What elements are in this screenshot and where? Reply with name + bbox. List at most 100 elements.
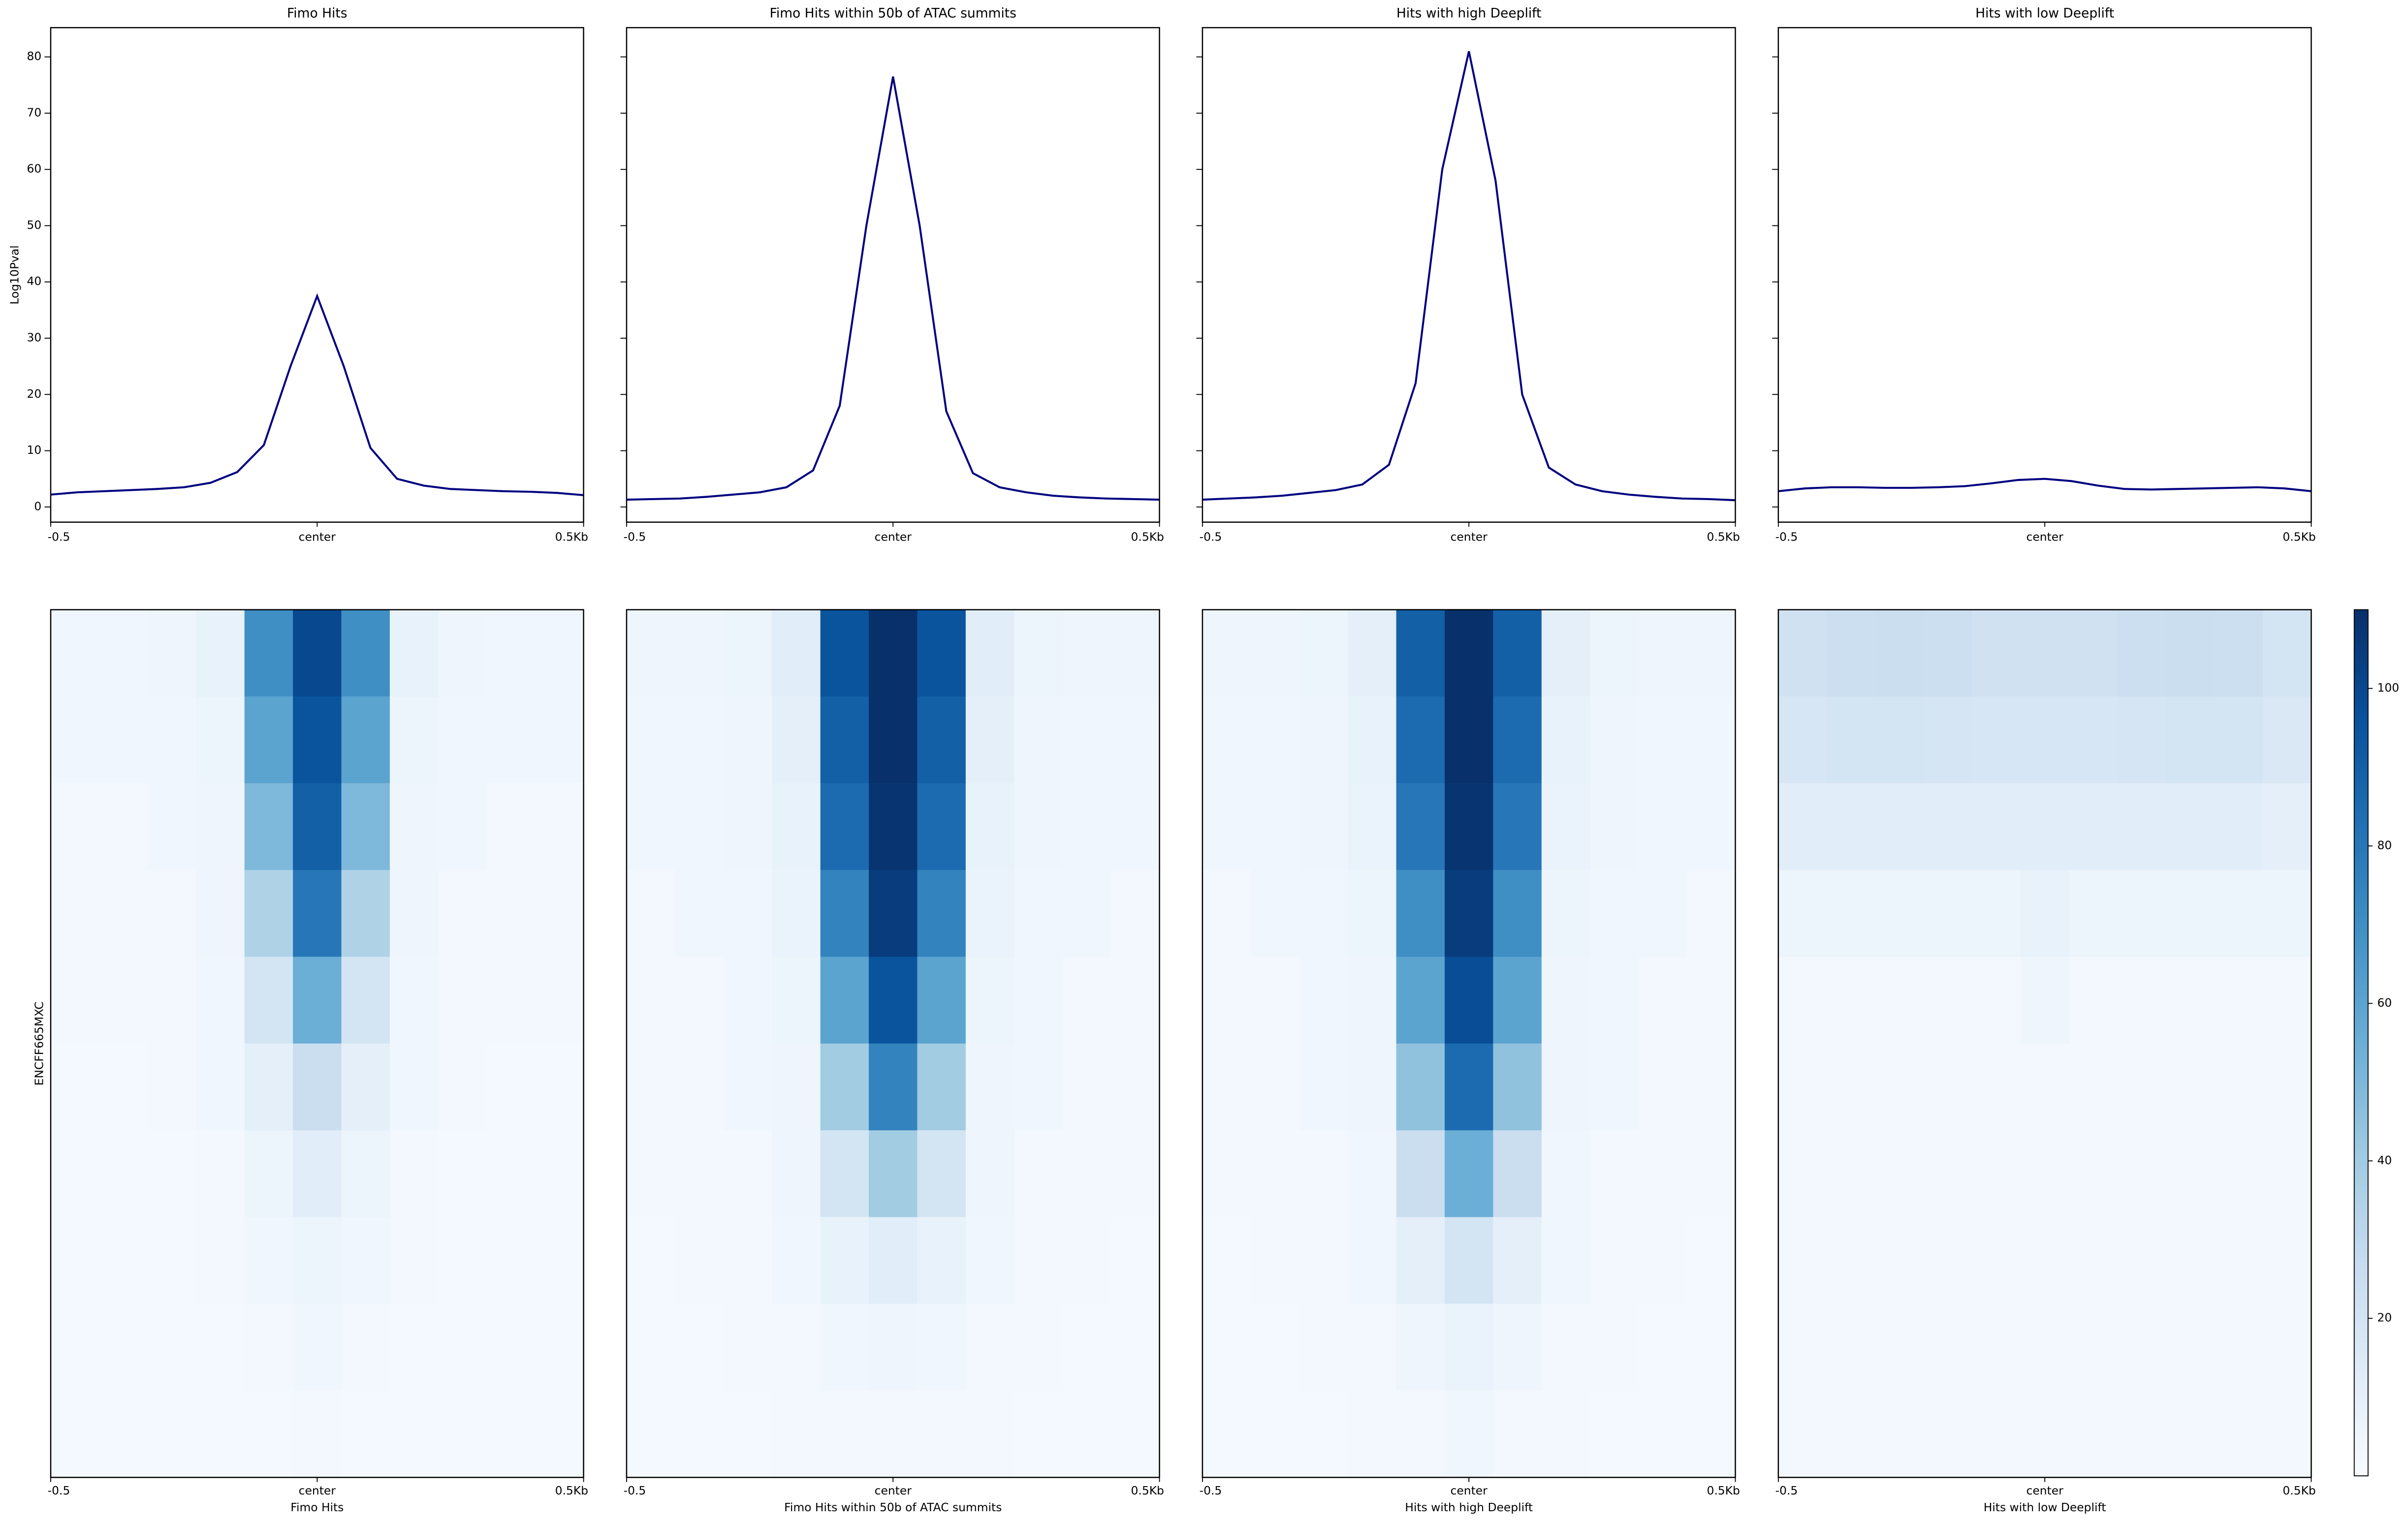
heatmap-cell [1972,1043,2021,1131]
heatmap-cell [389,696,439,784]
heatmap-cell [147,956,197,1044]
heatmap-cell [1444,609,1494,697]
heatmap-cell [2214,696,2263,784]
heatmap-cell [1687,609,1736,697]
heatmap-cell [1111,609,1160,697]
heatmap-cell [1972,696,2021,784]
heatmap-cell [1541,1217,1591,1304]
heatmap-cell [196,1130,245,1218]
x-tick-label: 0.5Kb [2282,530,2315,543]
heatmap-cell [1590,956,1639,1044]
heatmap-cell [1875,1217,1925,1304]
profile-line [626,76,1160,501]
heatmap-cell [1299,783,1349,871]
heatmap-cell [147,870,197,957]
heatmap-cell [99,1303,148,1391]
heatmap-cell [1924,870,1973,957]
heatmap-cell [2214,870,2263,957]
heatmap-cell [389,1130,439,1218]
heatmap-cell [2214,1217,2263,1304]
heatmap-cell [1062,1217,1112,1304]
heatmap-cell [917,956,966,1044]
heatmap-cell [2020,1043,2070,1131]
heatmap-cell [1396,609,1445,697]
heatmap-cell [1924,1217,1973,1304]
heatmap-cell [1251,696,1300,784]
heatmap-cell [1875,870,1925,957]
heatmap-cell [2262,696,2312,784]
heatmap-cell [1014,1303,1063,1391]
heatmap-cell [2020,1217,2070,1304]
heatmap-cell [99,1391,148,1478]
heatmap-cell [1444,1043,1494,1131]
heatmap-cell [2020,783,2070,871]
heatmap-cell [2117,609,2167,697]
heatmap-cell [1111,1391,1160,1478]
heatmap-cell [1299,956,1349,1044]
heatmap-cell [1827,1130,1876,1218]
heatmap-cell [51,1043,100,1131]
heatmap-cell [1687,783,1736,871]
colorbar [2353,609,2369,1477]
heatmap-cell [2262,956,2312,1044]
heatmap-cell [1396,1043,1445,1131]
heatmap-cell [2020,870,2070,957]
heatmap-cell [1687,696,1736,784]
heatmap-cell [196,609,245,697]
heatmap-cell [438,1303,487,1391]
heatmap-cell [1638,696,1687,784]
heatmap-cell [1590,1043,1639,1131]
heatmap-cell [1062,1391,1112,1478]
heatmap-cell [196,1043,245,1131]
x-tick-label: 0.5Kb [2282,1484,2315,1497]
heatmap-cell [1251,609,1300,697]
heatmap-cell [2166,609,2215,697]
heatmap-cell [1778,1303,1828,1391]
heatmap-cell [869,1217,918,1304]
heatmap-cell [1251,1303,1300,1391]
heatmap-cell [535,1130,584,1218]
heatmap-cell [1590,1130,1639,1218]
panel-title: Fimo Hits within 50b of ATAC summits [770,6,1016,21]
heatmap-cell [2069,1130,2118,1218]
heatmap-cell [869,1391,918,1478]
x-tick-label: -0.5 [48,530,70,543]
heatmap-cell [293,1391,342,1478]
heatmap-cell [1062,1303,1112,1391]
heatmap-cell [820,1391,869,1478]
heatmap-cell [1014,870,1063,957]
heatmap-cell [147,783,197,871]
heatmap-cell [341,1303,390,1391]
heatmap-cell [917,783,966,871]
heatmap-cell [1972,609,2021,697]
colorbar-tick-label: 60 [2377,996,2392,1010]
heatmap-cell [965,609,1015,697]
heatmap-cell [2214,1303,2263,1391]
heatmap-cell [1111,1303,1160,1391]
heatmap-cell [2262,609,2312,697]
heatmap-cell [389,1043,439,1131]
heatmap-cell [438,696,487,784]
heatmap-cell [869,609,918,697]
colorbar-tick-label: 20 [2377,1311,2392,1325]
x-tick-label: center [299,1484,336,1497]
x-tick-label: center [875,530,912,543]
heatmap-cell [1687,1217,1736,1304]
heatmap-cell [147,1391,197,1478]
heatmap-cell [2117,1391,2167,1478]
heatmap-cell [1778,783,1828,871]
heatmap-cell [1541,1043,1591,1131]
heatmap-cell [293,1303,342,1391]
heatmap-cell [2166,956,2215,1044]
heatmap-cell [1396,696,1445,784]
heatmap-cell [2262,1391,2312,1478]
y-tick-label: 30 [27,331,42,345]
heatmap-cell [772,696,821,784]
heatmap-cell [1778,956,1828,1044]
y-axis-label: Log10Pval [8,245,22,304]
heatmap-cell [965,696,1015,784]
heatmap-cell [244,1043,294,1131]
heatmap-cell [535,1043,584,1131]
x-tick-label: -0.5 [1200,530,1222,543]
